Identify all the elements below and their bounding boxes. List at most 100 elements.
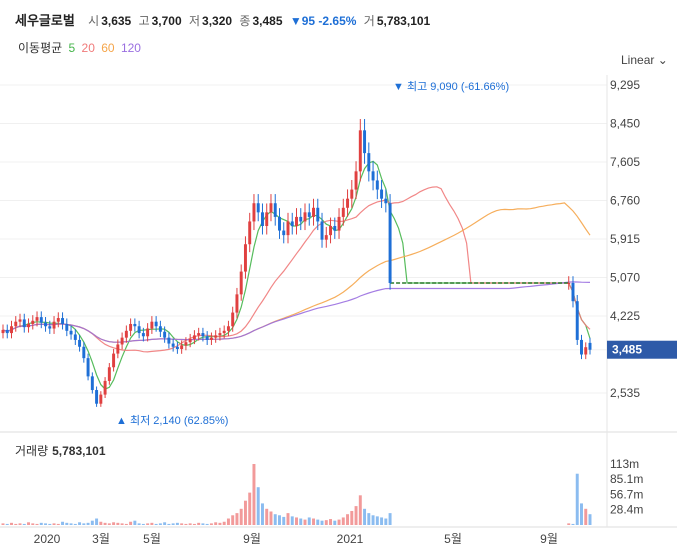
- ma-20-label: 20: [81, 41, 95, 55]
- volume-bar: [107, 523, 111, 525]
- volume-bar: [239, 508, 243, 525]
- candle-body: [146, 328, 150, 337]
- volume-bar: [584, 508, 588, 525]
- candle-body: [65, 323, 69, 331]
- volume-bar: [260, 503, 264, 525]
- candle-body: [329, 226, 333, 236]
- candle-body: [248, 221, 252, 245]
- volume-bar: [320, 520, 324, 525]
- volume-bar: [354, 506, 358, 525]
- volume-bar: [133, 520, 137, 525]
- candle-body: [214, 335, 218, 338]
- candle-body: [312, 207, 315, 217]
- volume-bar: [307, 517, 311, 525]
- volume-bar: [73, 523, 77, 525]
- volume-bar: [371, 515, 375, 525]
- candle-body: [337, 216, 341, 231]
- candle-body: [388, 203, 392, 283]
- candle-body: [116, 344, 120, 354]
- volume-bar: [52, 523, 56, 525]
- volume-tick-label: 85.1m: [610, 472, 643, 486]
- candle-body: [375, 180, 379, 190]
- candle-body: [129, 323, 133, 331]
- candle-body: [567, 282, 571, 284]
- volume-bar: [103, 522, 107, 525]
- volume-bar: [154, 523, 158, 525]
- volume-tick-label: 28.4m: [610, 503, 643, 517]
- scale-toggle[interactable]: Linear ⌄: [621, 53, 668, 67]
- volume-bar: [214, 522, 218, 525]
- volume-bar: [290, 516, 294, 525]
- volume-bar: [141, 523, 145, 525]
- candle-body: [61, 318, 65, 324]
- volume-bar: [243, 500, 247, 525]
- candle-body: [333, 226, 337, 231]
- candle-body: [86, 358, 90, 377]
- volume-bar: [99, 521, 103, 525]
- high-annotation: ▼ 최고 9,090 (-61.66%): [393, 80, 509, 93]
- low-annotation: ▲ 최저 2,140 (62.85%): [116, 414, 228, 427]
- candle-body: [39, 317, 43, 323]
- candle-body: [124, 330, 128, 338]
- candle-body: [256, 203, 260, 213]
- candle-body: [73, 334, 77, 340]
- candle-body: [120, 337, 124, 345]
- candle-body: [205, 336, 209, 340]
- volume-bar: [299, 518, 303, 525]
- volume-bar: [116, 522, 120, 525]
- candle-body: [5, 329, 9, 334]
- price-tick-label: 6,760: [610, 194, 640, 208]
- volume-bar: [31, 523, 35, 525]
- candle-body: [56, 318, 60, 322]
- candle-body: [316, 207, 320, 222]
- volume-bar: [158, 523, 162, 525]
- volume-bar: [48, 523, 52, 525]
- price-tick-label: 8,450: [610, 117, 640, 131]
- volume-bar: [129, 521, 133, 525]
- candle-body: [371, 171, 375, 181]
- candle-body: [90, 376, 94, 391]
- volume-bar: [278, 515, 281, 525]
- volume-bar: [175, 522, 179, 525]
- candle-body: [184, 342, 188, 346]
- volume-bar: [316, 519, 320, 525]
- volume-bar: [273, 514, 277, 525]
- open-value: 3,635: [101, 14, 132, 28]
- candle-body: [10, 326, 13, 334]
- ma-legend-label: 이동평균: [18, 41, 63, 55]
- volume-bar: [286, 513, 290, 525]
- volume-bar: [256, 487, 260, 525]
- volume-bar: [588, 514, 592, 525]
- volume-bar: [363, 508, 367, 525]
- volume-bar: [388, 513, 392, 525]
- volume-bar: [350, 510, 354, 525]
- candle-body: [175, 346, 179, 350]
- volume-bar: [329, 519, 333, 525]
- volume-bar: [358, 495, 362, 525]
- candle-body: [367, 153, 371, 172]
- volume-bar: [282, 516, 286, 525]
- time-tick-label: 5월: [444, 532, 462, 546]
- candle-body: [363, 130, 367, 154]
- volume-bar: [384, 518, 388, 525]
- volume-bar: [22, 523, 26, 525]
- ma-60-label: 60: [101, 41, 115, 55]
- candle-body: [269, 203, 273, 213]
- volume-bar: [78, 522, 82, 525]
- volume-tick-label: 56.7m: [610, 487, 643, 501]
- volume-bar: [580, 503, 583, 525]
- candle-body: [31, 320, 35, 324]
- candle-body: [22, 319, 26, 328]
- volume-bar: [218, 522, 222, 525]
- stock-name: 세우글로벌: [15, 13, 75, 28]
- candle-body: [78, 339, 82, 347]
- high-value: 3,700: [151, 14, 182, 28]
- candle-body: [299, 216, 303, 222]
- candle-body: [95, 390, 99, 404]
- time-tick-label: 2020: [34, 532, 61, 546]
- volume-label: 거: [363, 14, 375, 28]
- candle-body: [48, 326, 52, 329]
- candle-body: [99, 394, 103, 404]
- candle-body: [341, 207, 345, 217]
